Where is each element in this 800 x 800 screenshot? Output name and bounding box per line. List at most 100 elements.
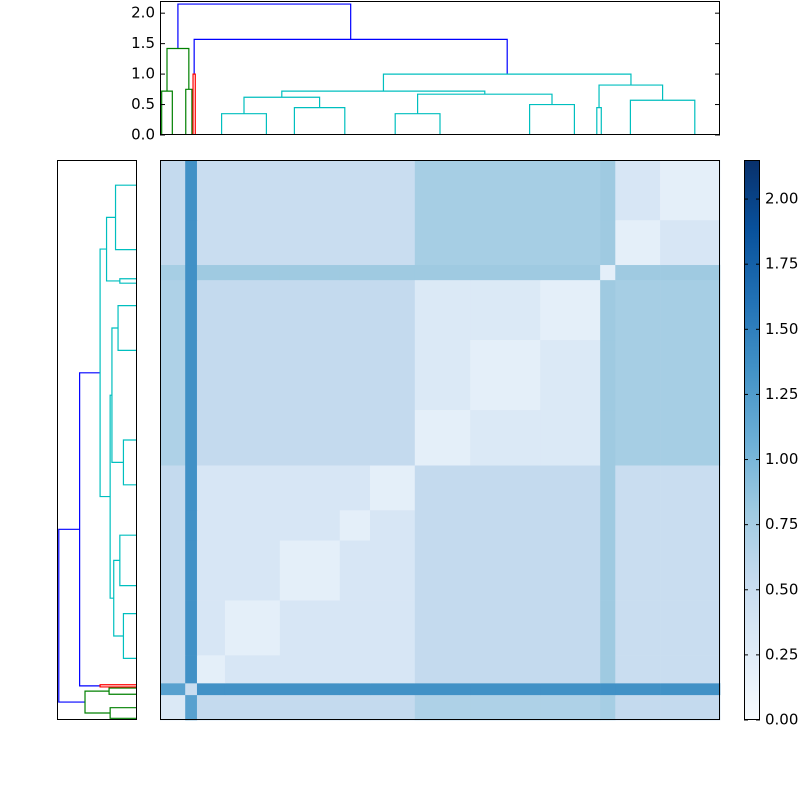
heatmap-cell	[540, 683, 601, 696]
heatmap-cell	[414, 510, 471, 541]
heatmap-cell	[540, 264, 601, 281]
dendrogram-link	[193, 38, 508, 75]
heatmap-cell	[615, 694, 661, 721]
y-tick-label: 0.5	[131, 95, 155, 113]
heatmap-cell	[615, 219, 661, 266]
heatmap-cell	[540, 409, 601, 466]
dendrogram-link	[293, 106, 346, 135]
heatmap-cell	[370, 264, 416, 281]
heatmap-cell	[160, 540, 186, 601]
heatmap-cell	[414, 694, 471, 721]
heatmap-cell	[160, 683, 186, 696]
heatmap-cell	[196, 540, 226, 601]
heatmap-cell	[370, 540, 416, 601]
heatmap-cell	[414, 600, 471, 656]
heatmap-cell	[279, 540, 341, 601]
heatmap-cell	[339, 219, 371, 266]
heatmap-cell	[540, 339, 601, 411]
heatmap-cell	[660, 655, 721, 684]
heatmap-cell	[339, 540, 371, 601]
heatmap-cell	[600, 264, 616, 281]
heatmap-cell	[279, 219, 341, 266]
dendrogram-link	[161, 90, 173, 135]
heatmap-cell	[470, 409, 541, 466]
dendrogram-link	[117, 305, 136, 351]
heatmap-cell	[600, 160, 616, 221]
colorbar-tick-label: 1.25	[765, 385, 798, 403]
dendrogram-link	[79, 372, 101, 687]
heatmap-cell	[370, 279, 416, 341]
heatmap-cell	[370, 694, 416, 721]
dendrogram-link	[58, 528, 86, 703]
dendrogram-link	[166, 47, 190, 92]
dendrogram-link	[596, 106, 602, 135]
heatmap-cell	[224, 683, 281, 696]
heatmap-cell	[660, 510, 721, 541]
heatmap-cell	[339, 510, 371, 541]
heatmap-cell	[196, 600, 226, 656]
heatmap-cell	[160, 339, 186, 411]
heatmap-cell	[160, 219, 186, 266]
heatmap-cell	[600, 510, 616, 541]
heatmap-cell	[160, 655, 186, 684]
heatmap-cell	[615, 339, 661, 411]
heatmap-cell	[414, 160, 471, 221]
dendrogram-link	[529, 103, 575, 135]
heatmap-cell	[470, 219, 541, 266]
heatmap-cell	[370, 339, 416, 411]
dendrogram-link	[122, 613, 136, 659]
heatmap-cell	[370, 160, 416, 221]
heatmap-cell	[540, 160, 601, 221]
heatmap-cell	[660, 683, 721, 696]
heatmap-cell	[470, 279, 541, 341]
heatmap-cell	[414, 279, 471, 341]
heatmap-cell	[185, 264, 198, 281]
heatmap-cell	[196, 160, 226, 221]
heatmap-cell	[470, 264, 541, 281]
heatmap-cell	[339, 264, 371, 281]
heatmap-cell	[615, 160, 661, 221]
heatmap-cell	[540, 655, 601, 684]
dendrogram-link	[119, 534, 136, 587]
heatmap-cell	[660, 465, 721, 511]
heatmap-cell	[196, 510, 226, 541]
heatmap-cell	[470, 510, 541, 541]
dendrogram-link	[185, 88, 193, 135]
heatmap-cell	[224, 279, 281, 341]
dendrogram-link	[598, 84, 664, 108]
heatmap-cell	[339, 279, 371, 341]
heatmap-cell	[600, 694, 616, 721]
heatmap-cell	[470, 339, 541, 411]
heatmap-cell	[339, 160, 371, 221]
heatmap-cell	[279, 279, 341, 341]
dendrogram-link	[109, 394, 114, 599]
colorbar-tick-label: 1.75	[765, 255, 798, 273]
dendrogram-link	[111, 327, 124, 463]
dendrogram-link	[122, 439, 136, 486]
heatmap-cell	[279, 160, 341, 221]
dendrogram-link	[119, 278, 136, 284]
left-dendrogram-frame	[57, 160, 137, 720]
heatmap-cell	[224, 264, 281, 281]
heatmap-cell	[540, 279, 601, 341]
heatmap-cell	[224, 510, 281, 541]
heatmap-cell	[600, 409, 616, 466]
y-tick-label: 1.5	[131, 34, 155, 52]
dendrogram-link	[113, 559, 124, 637]
heatmap-cell	[660, 219, 721, 266]
heatmap-cell	[160, 264, 186, 281]
dendrogram-link	[177, 3, 352, 49]
heatmap-cell	[339, 683, 371, 696]
colorbar-frame	[744, 160, 760, 720]
dendrogram-link	[281, 90, 486, 98]
heatmap-cell	[370, 219, 416, 266]
colorbar-tick-label: 0.50	[765, 580, 798, 598]
colorbar-tick-label: 0.75	[765, 515, 798, 533]
heatmap-cell	[615, 600, 661, 656]
heatmap-frame	[160, 160, 720, 720]
dendrogram-link	[114, 184, 136, 251]
dendrogram-link	[243, 96, 321, 114]
heatmap-cell	[540, 540, 601, 601]
heatmap-cell	[279, 510, 341, 541]
